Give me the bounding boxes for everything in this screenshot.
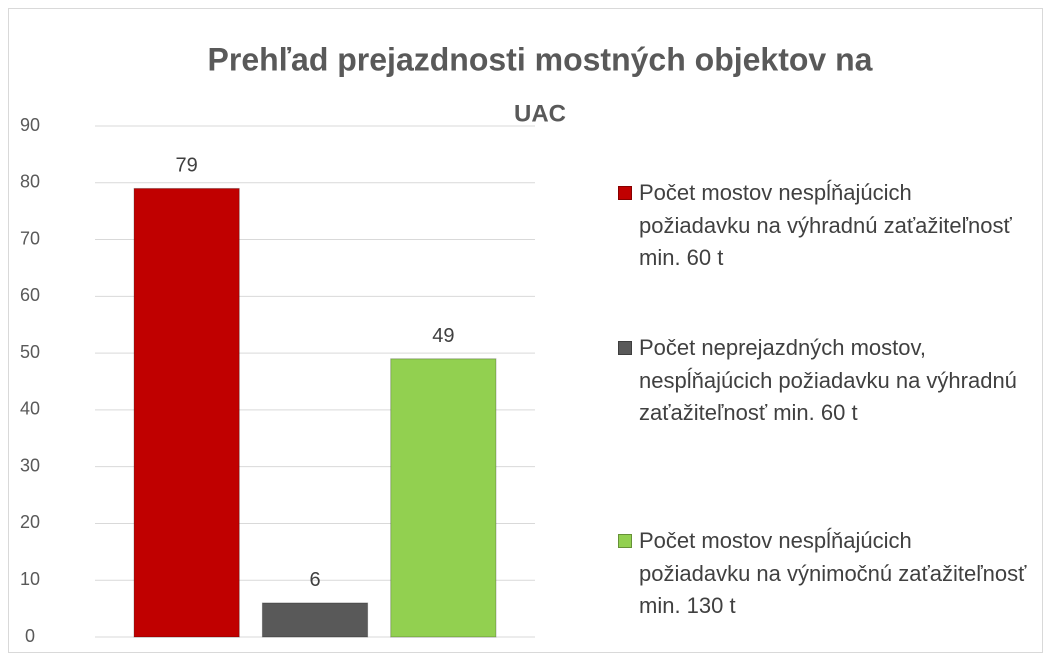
legend-item: Počet mostov nespĺňajúcich požiadavku na… — [618, 525, 1028, 623]
value-label: 79 — [176, 155, 198, 177]
y-tick-label: 60 — [20, 285, 40, 305]
legend-label: Počet mostov nespĺňajúcich požiadavku na… — [639, 528, 1027, 618]
chart-subtitle: UAC — [514, 100, 566, 127]
legend-label: Počet mostov nespĺňajúcich požiadavku na… — [639, 180, 1012, 270]
y-tick-label: 90 — [20, 115, 40, 135]
y-tick-label: 30 — [20, 455, 40, 475]
value-label: 49 — [432, 325, 454, 347]
bar — [133, 187, 240, 638]
y-tick-label: 10 — [20, 569, 40, 589]
y-tick-label: 80 — [20, 172, 40, 192]
legend-item: Počet mostov nespĺňajúcich požiadavku na… — [618, 177, 1028, 275]
legend-item: Počet neprejazdných mostov, nespĺňajúcic… — [618, 332, 1028, 430]
legend-swatch — [618, 341, 632, 355]
y-tick-label: 70 — [20, 228, 40, 248]
y-tick-label: 50 — [20, 342, 40, 362]
y-tick-label: 20 — [20, 512, 40, 532]
legend-swatch — [618, 186, 632, 200]
value-label: 6 — [309, 569, 320, 591]
legend-label: Počet neprejazdných mostov, nespĺňajúcic… — [639, 335, 1017, 425]
bar — [261, 602, 369, 638]
bar — [390, 358, 497, 638]
y-tick-label: 40 — [20, 399, 40, 419]
chart-title: Prehľad prejazdnosti mostných objektov n… — [208, 41, 873, 77]
legend-swatch — [618, 534, 632, 548]
y-tick-label: 0 — [25, 626, 35, 646]
